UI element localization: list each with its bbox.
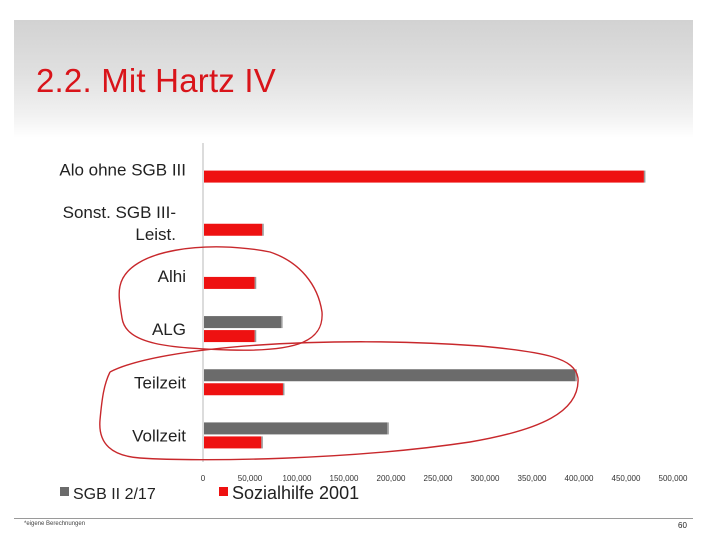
annotation-loop-alhi-alg <box>118 246 323 351</box>
x-tick-label-1: 50,000 <box>238 474 263 483</box>
bar-sozialhilfe-2 <box>204 276 255 289</box>
x-tick-labels: 0 50,000 100,000 150,000 200,000 250,000 300,0… <box>201 474 688 483</box>
footnote: *eigene Berechnungen <box>24 521 86 527</box>
bar-sozialhilfe-0 <box>204 170 644 183</box>
footer-rule <box>14 518 693 519</box>
legend-label-0: SGB II 2/17 <box>73 486 156 503</box>
title-band <box>14 20 693 138</box>
x-tick-label-6: 300,000 <box>471 474 500 483</box>
category-label-3: ALG <box>152 320 186 339</box>
x-tick-label-2: 100,000 <box>283 474 312 483</box>
bar-sozialhilfe-3 <box>204 330 255 343</box>
legend-label-1: Sozialhilfe 2001 <box>232 483 359 503</box>
bar-shadow-1-2 <box>254 276 257 289</box>
legend-swatch-1 <box>219 487 228 496</box>
category-label-2: Alhi <box>158 267 186 286</box>
bar-shadow-1-1 <box>262 223 264 236</box>
category-label-5: Vollzeit <box>132 426 186 445</box>
bar-sozialhilfe-4 <box>204 383 283 396</box>
bar-shadow-1-3 <box>254 330 257 343</box>
category-labels: Alo ohne SGB III Sonst. SGB III-Leist. Alh… <box>59 161 186 446</box>
x-tick-label-0: 0 <box>201 474 206 483</box>
bars-layer <box>204 170 646 449</box>
bar-sozialhilfe-1 <box>204 223 263 236</box>
x-tick-label-10: 500,000 <box>659 474 688 483</box>
bar-shadow-0-5 <box>387 422 389 435</box>
bar-sozialhilfe-5 <box>204 436 262 449</box>
category-label-4: Teilzeit <box>134 373 186 392</box>
bar-shadow-1-0 <box>643 170 646 183</box>
annotation-loop-teilzeit-vollzeit <box>99 341 579 461</box>
x-tick-label-9: 450,000 <box>612 474 641 483</box>
x-tick-label-3: 150,000 <box>330 474 359 483</box>
x-tick-label-5: 250,000 <box>424 474 453 483</box>
x-tick-label-8: 400,000 <box>565 474 594 483</box>
x-tick-label-7: 350,000 <box>518 474 547 483</box>
legend-swatch-0 <box>60 487 69 496</box>
bar-sgb2-3 <box>204 316 282 329</box>
x-tick-label-4: 200,000 <box>377 474 406 483</box>
bar-shadow-0-3 <box>281 316 283 329</box>
bar-shadow-0-4 <box>575 369 577 382</box>
category-label-0: Alo ohne SGB III <box>59 161 186 180</box>
category-label-1: Sonst. SGB III-Leist. <box>63 203 176 244</box>
slide-title: 2.2. Mit Hartz IV <box>36 62 276 99</box>
bar-sgb2-5 <box>204 422 388 435</box>
bar-sgb2-4 <box>204 369 576 382</box>
legend: SGB II 2/17 Sozialhilfe 2001 <box>60 483 359 503</box>
bar-shadow-1-4 <box>282 383 285 396</box>
bar-shadow-1-5 <box>261 436 263 449</box>
page-number: 60 <box>678 521 687 530</box>
